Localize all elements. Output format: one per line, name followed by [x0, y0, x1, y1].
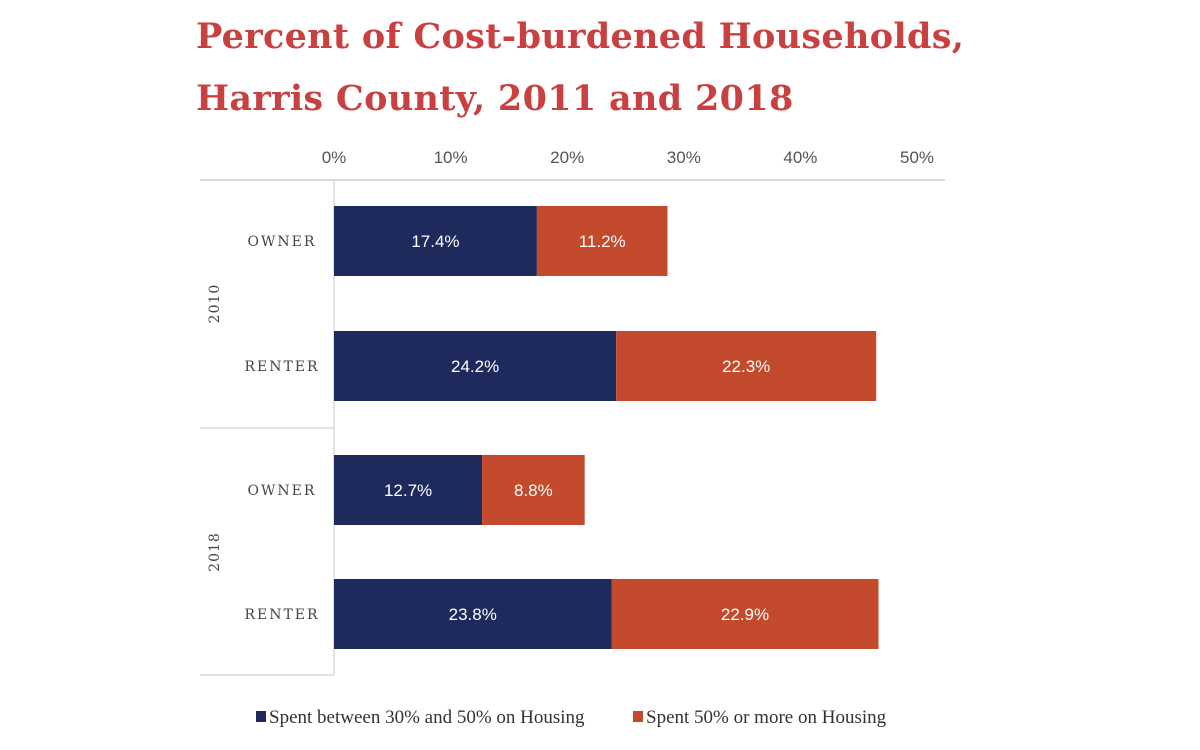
data-label: 17.4% [411, 232, 459, 251]
data-label: 24.2% [451, 357, 499, 376]
data-label: 12.7% [384, 481, 432, 500]
bar-segment [334, 455, 483, 525]
chart-title-line-1: Percent of Cost-burdened Households, [196, 16, 965, 57]
legend-swatch [633, 711, 643, 722]
group-label: 2010 [207, 284, 223, 324]
x-tick-label: 0% [322, 148, 347, 167]
bar-segment [334, 331, 617, 401]
category-label: OWNER [248, 483, 317, 499]
bar-segment [334, 579, 612, 649]
data-label: 22.3% [722, 357, 770, 376]
bar-segment [482, 455, 585, 525]
bar-segment [536, 206, 668, 276]
category-label: RENTER [244, 359, 319, 375]
data-label: 11.2% [579, 232, 626, 251]
bar-segment [334, 206, 537, 276]
x-tick-label: 40% [783, 148, 817, 167]
data-label: 8.8% [514, 481, 553, 500]
x-tick-label: 10% [434, 148, 468, 167]
bar-segment [611, 579, 879, 649]
x-tick-label: 20% [550, 148, 584, 167]
legend-swatch [256, 711, 266, 722]
group-label: 2018 [207, 532, 223, 572]
legend-label: Spent between 30% and 50% on Housing [269, 707, 585, 728]
legend-label: Spent 50% or more on Housing [646, 707, 887, 728]
data-label: 22.9% [721, 605, 769, 624]
x-tick-label: 50% [900, 148, 934, 167]
x-tick-label: 30% [667, 148, 701, 167]
category-label: RENTER [244, 607, 319, 623]
bar-segment [616, 331, 877, 401]
category-label: OWNER [248, 234, 317, 250]
data-label: 23.8% [449, 605, 497, 624]
chart-title-line-2: Harris County, 2011 and 2018 [196, 78, 794, 119]
